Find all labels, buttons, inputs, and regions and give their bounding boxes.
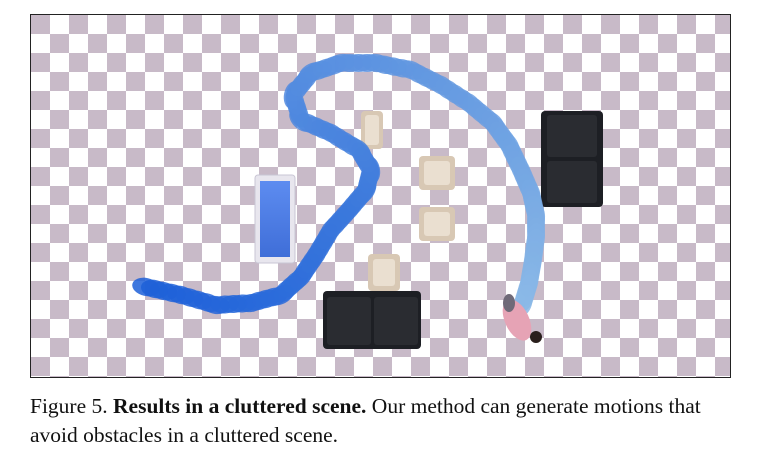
armchair xyxy=(419,207,455,241)
caption-body: Our method can generate motions that avo… xyxy=(30,394,701,447)
scene-render xyxy=(31,15,730,377)
figure-image xyxy=(30,14,731,378)
armchair xyxy=(419,156,455,190)
armchair xyxy=(361,111,383,149)
caption-label: Figure 5. xyxy=(30,394,108,418)
sofa xyxy=(541,111,603,207)
person xyxy=(502,294,542,343)
motion-trajectory xyxy=(132,53,546,317)
caption-title: Results in a cluttered scene. xyxy=(113,394,367,418)
glass-table xyxy=(254,174,296,264)
sofa xyxy=(323,291,421,349)
figure-caption: Figure 5. Results in a cluttered scene. … xyxy=(30,392,735,450)
armchair xyxy=(368,254,400,291)
